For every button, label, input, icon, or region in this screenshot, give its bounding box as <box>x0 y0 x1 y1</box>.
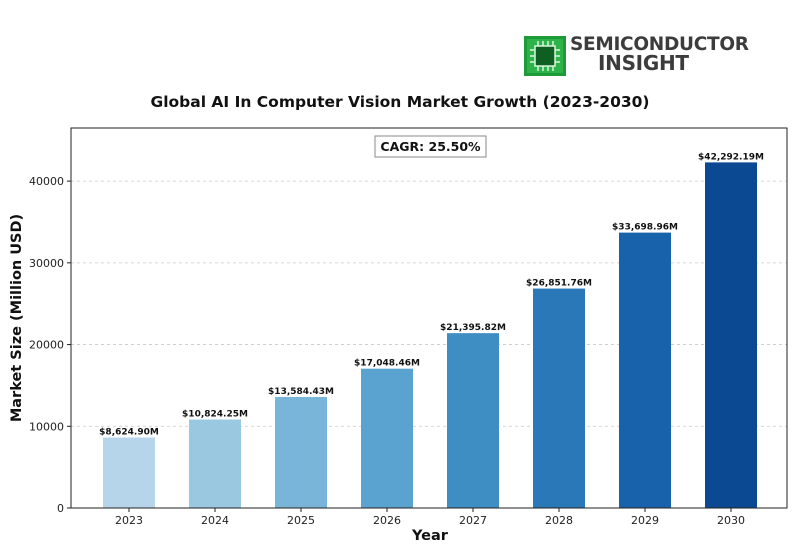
x-tick-label: 2027 <box>459 514 487 527</box>
cagr-annotation: CAGR: 25.50% <box>374 135 487 158</box>
y-axis-ticks: 0 10000 20000 30000 40000 <box>29 175 71 515</box>
x-axis-title: Year <box>411 528 449 544</box>
bar-2026 <box>361 368 413 508</box>
y-axis-title: Market Size (Million USD) <box>9 214 25 422</box>
x-tick-label: 2024 <box>201 514 229 527</box>
logo-line1: SEMICONDUCTOR <box>570 34 749 55</box>
bar-2024 <box>189 419 241 508</box>
x-tick-label: 2025 <box>287 514 315 527</box>
bar-2027 <box>447 333 499 508</box>
bar-value-label: $17,048.46M <box>354 359 420 369</box>
bar-value-label: $21,395.82M <box>440 323 506 333</box>
bar-data-labels: $8,624.90M $10,824.25M $13,584.43M $17,048.… <box>99 152 764 437</box>
logo: SEMICONDUCTOR INSIGHT <box>524 35 764 79</box>
bar-2029 <box>619 232 671 508</box>
y-tick-label: 10000 <box>29 420 64 433</box>
chip-icon <box>524 36 566 76</box>
bar-value-label: $26,851.76M <box>526 279 592 289</box>
bar-2028 <box>533 288 585 508</box>
bar-value-label: $8,624.90M <box>99 428 159 438</box>
y-tick-label: 0 <box>57 502 64 515</box>
bar-value-label: $13,584.43M <box>268 387 334 397</box>
bar-value-label: $42,292.19M <box>698 152 764 162</box>
y-tick-label: 40000 <box>29 175 64 188</box>
x-axis-ticks: 2023 2024 2025 2026 2027 2028 2029 2030 <box>115 508 745 527</box>
logo-wordmark: SEMICONDUCTOR INSIGHT <box>570 35 749 73</box>
cagr-text: CAGR: 25.50% <box>380 139 481 154</box>
x-tick-label: 2023 <box>115 514 143 527</box>
y-tick-label: 20000 <box>29 339 64 352</box>
bar-2023 <box>103 437 155 508</box>
x-tick-label: 2030 <box>717 514 745 527</box>
x-tick-label: 2026 <box>373 514 401 527</box>
chart-title: Global AI In Computer Vision Market Grow… <box>150 93 650 111</box>
y-tick-label: 30000 <box>29 257 64 270</box>
bar-2025 <box>275 396 327 508</box>
x-tick-label: 2029 <box>631 514 659 527</box>
gridlines <box>71 180 787 427</box>
x-tick-label: 2028 <box>545 514 573 527</box>
cagr-box <box>374 135 487 158</box>
bar-value-label: $33,698.96M <box>612 223 678 233</box>
bar-value-label: $10,824.25M <box>182 410 248 420</box>
bar-2030 <box>705 162 757 508</box>
plot-area-frame <box>70 127 788 509</box>
logo-line2: INSIGHT <box>598 51 689 75</box>
bars <box>103 162 757 508</box>
